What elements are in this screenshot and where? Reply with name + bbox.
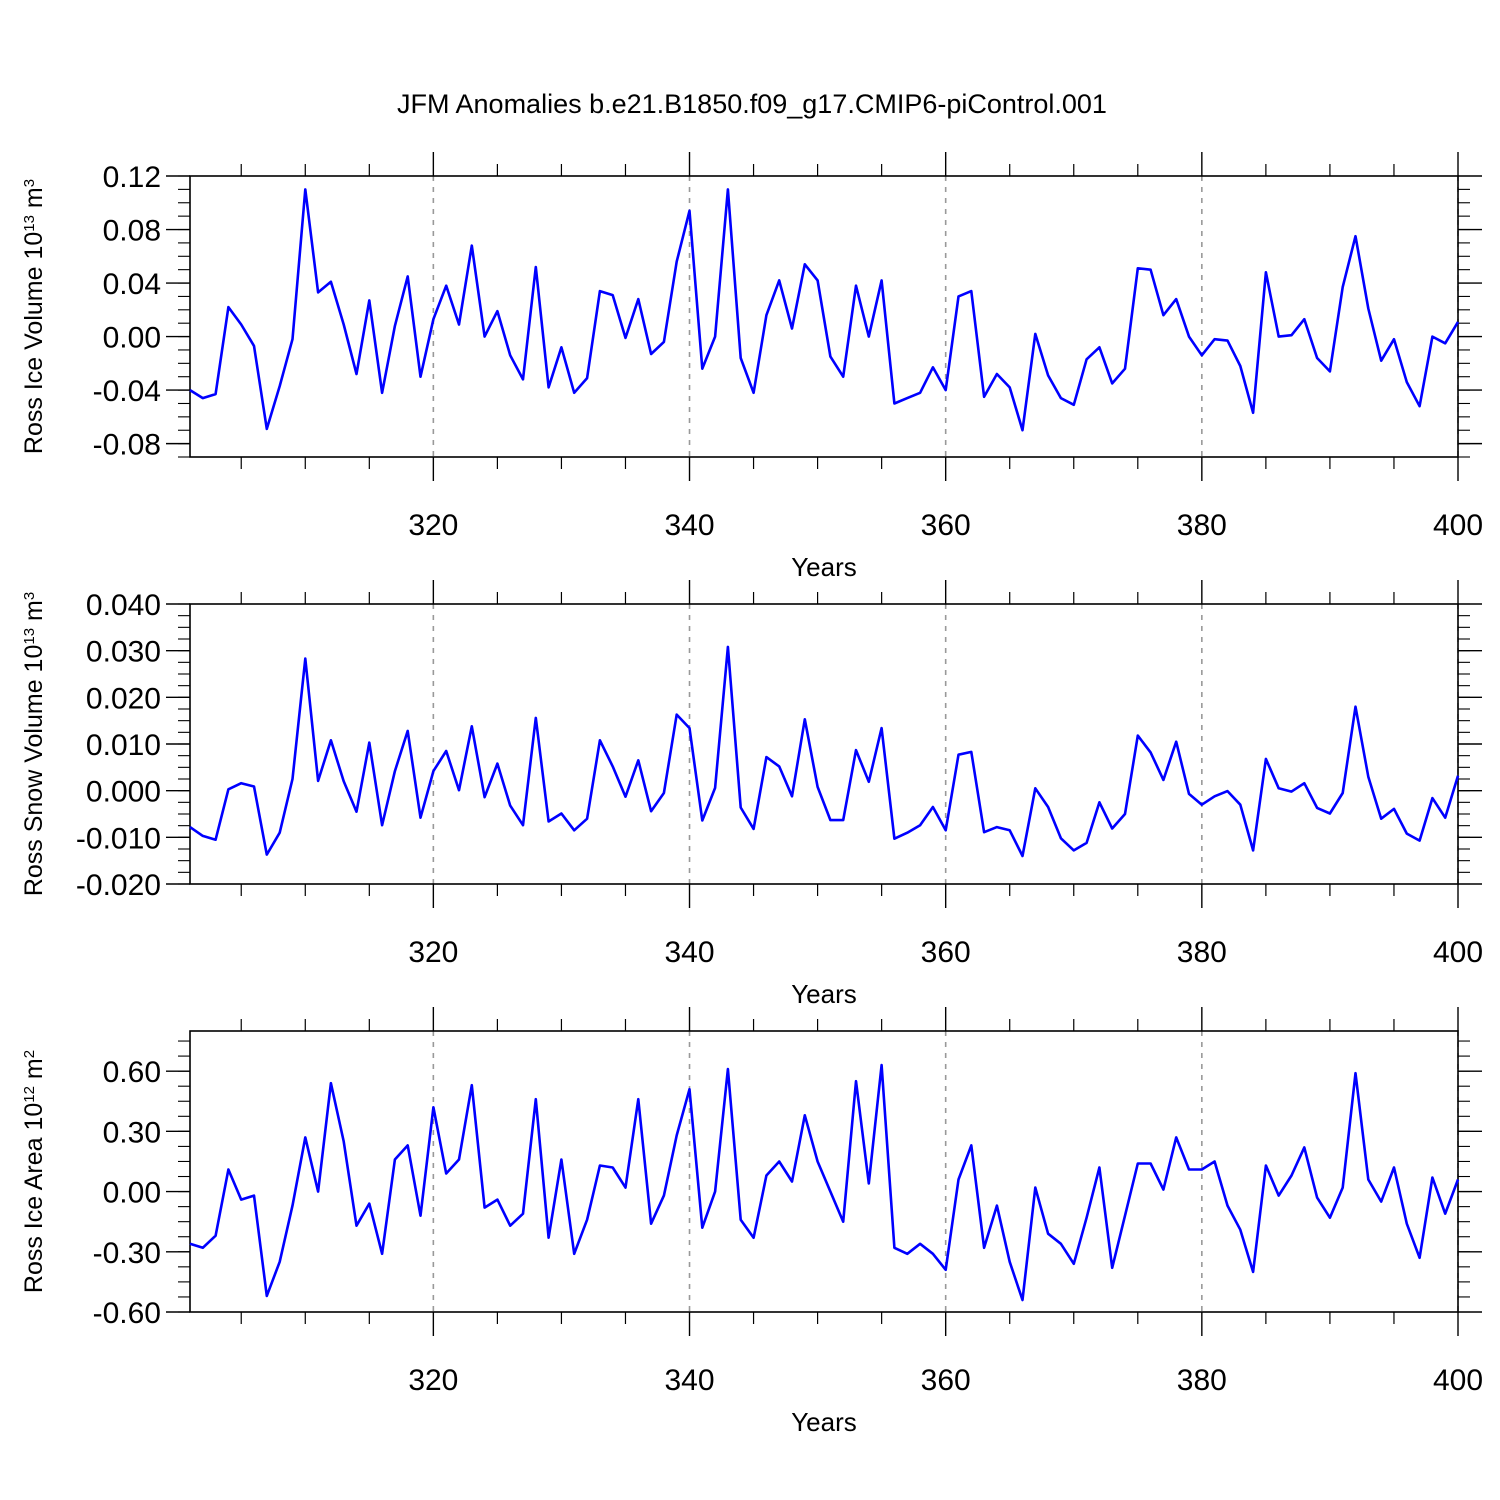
y-axis-label-superscript: 12 xyxy=(21,1086,38,1103)
x-tick-label: 340 xyxy=(664,1364,714,1397)
x-axis-label: Years xyxy=(791,552,857,582)
y-tick-label: -0.020 xyxy=(76,869,161,902)
series-line xyxy=(189,1063,1460,1302)
panel-1: 320 340 360 380 400 0.12 0.08 0.04 0.00 -0.04 -0.0… xyxy=(20,152,1483,582)
y-tick-label: 0.30 xyxy=(103,1116,161,1149)
panel-3: 320 340 360 380 400 0.60 0.30 0.00 -0.30 -0.60 Yea… xyxy=(20,1007,1483,1437)
y-axis-label-text: m xyxy=(20,187,48,215)
y-tick-label: 0.000 xyxy=(86,776,161,809)
y-axis-label-text: m xyxy=(20,600,48,628)
x-tick-label: 380 xyxy=(1177,1364,1227,1397)
x-tick-label: 360 xyxy=(921,509,971,542)
x-tick-label: 400 xyxy=(1433,1364,1483,1397)
y-axis-label: Ross Ice Area 1012 m2 xyxy=(20,1050,48,1293)
y-tick-label: -0.08 xyxy=(93,429,161,462)
y-axis-label: Ross Snow Volume 1013 m3 xyxy=(20,592,48,896)
plot-frame xyxy=(189,603,1459,885)
y-tick-label: -0.30 xyxy=(93,1237,161,1270)
y-tick-label: -0.60 xyxy=(93,1297,161,1330)
y-tick-label: 0.08 xyxy=(103,215,161,248)
y-tick-label: 0.020 xyxy=(86,682,161,715)
series-line xyxy=(189,645,1460,858)
plot-frame xyxy=(189,175,1459,458)
x-axis-label: Years xyxy=(791,979,857,1009)
x-tick-label: 320 xyxy=(408,936,458,969)
y-axis-label-text: m xyxy=(20,1058,48,1086)
y-tick-label: 0.010 xyxy=(86,729,161,762)
y-tick-label: 0.00 xyxy=(103,322,161,355)
x-tick-label: 320 xyxy=(408,1364,458,1397)
x-tick-label: 400 xyxy=(1433,936,1483,969)
y-axis-label-superscript: 3 xyxy=(21,179,38,187)
y-tick-label: 0.030 xyxy=(86,636,161,669)
x-tick-label: 340 xyxy=(664,936,714,969)
y-axis-label-superscript: 3 xyxy=(21,592,38,600)
y-axis-label-text: Ross Ice Volume 10 xyxy=(20,232,48,454)
series-line xyxy=(189,188,1460,432)
y-tick-label: -0.04 xyxy=(93,375,161,408)
x-tick-label: 360 xyxy=(921,936,971,969)
y-tick-label: 0.040 xyxy=(86,589,161,622)
x-tick-label: 400 xyxy=(1433,509,1483,542)
y-tick-label: 0.04 xyxy=(103,268,161,301)
chart-title: JFM Anomalies b.e21.B1850.f09_g17.CMIP6-… xyxy=(397,89,1107,119)
x-tick-label: 380 xyxy=(1177,509,1227,542)
y-tick-label: -0.010 xyxy=(76,822,161,855)
x-tick-label: 360 xyxy=(921,1364,971,1397)
y-axis-label-superscript: 13 xyxy=(21,628,38,645)
x-tick-label: 320 xyxy=(408,509,458,542)
x-axis-label: Years xyxy=(791,1407,857,1437)
y-tick-label: 0.12 xyxy=(103,161,161,194)
y-tick-label: 0.00 xyxy=(103,1177,161,1210)
y-axis-label: Ross Ice Volume 1013 m3 xyxy=(20,179,48,454)
x-tick-label: 380 xyxy=(1177,936,1227,969)
panel-2: 320 340 360 380 400 0.040 0.030 0.020 0.010 0.000… xyxy=(20,580,1483,1009)
y-axis-label-text: Ross Snow Volume 10 xyxy=(20,645,48,897)
y-axis-label-superscript: 2 xyxy=(21,1050,38,1058)
plot-frame xyxy=(189,1030,1459,1313)
x-tick-label: 340 xyxy=(664,509,714,542)
y-axis-label-text: Ross Ice Area 10 xyxy=(20,1103,48,1293)
y-axis-label-superscript: 13 xyxy=(21,215,38,232)
y-tick-label: 0.60 xyxy=(103,1056,161,1089)
